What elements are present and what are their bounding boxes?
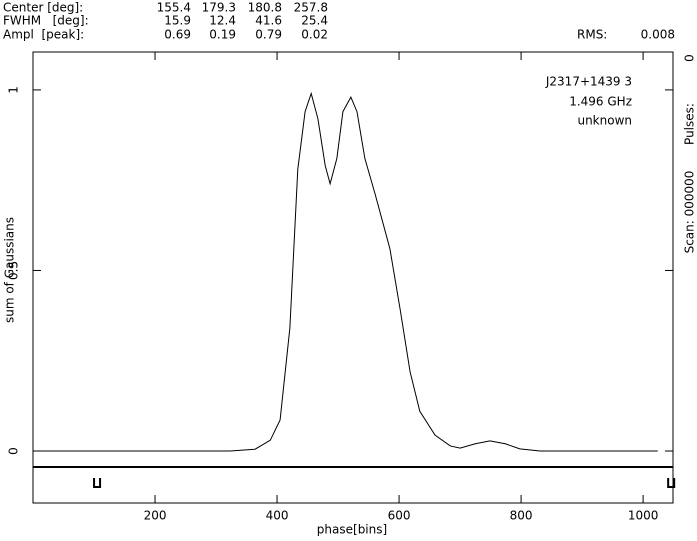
x-tick-label: 800 xyxy=(510,509,533,523)
y-tick-label: 0 xyxy=(7,447,21,455)
rms-label: RMS: xyxy=(577,28,607,42)
side-label: 0 xyxy=(683,54,697,62)
table-label: Ampl [peak]: xyxy=(3,28,84,42)
table-value: 179.3 xyxy=(202,1,236,15)
y-tick-label: 0.5 xyxy=(7,261,21,280)
baseline-marker xyxy=(667,478,676,488)
table-value: 257.8 xyxy=(294,1,328,15)
table-value: 0.19 xyxy=(209,28,236,42)
side-label: Pulses: xyxy=(683,103,697,145)
table-value: 0.02 xyxy=(301,28,328,42)
annotation: 1.496 GHz xyxy=(569,95,632,109)
rms-value: 0.008 xyxy=(641,28,675,42)
table-value: 180.8 xyxy=(248,1,282,15)
x-tick-label: 200 xyxy=(144,509,167,523)
table-value: 0.69 xyxy=(164,28,191,42)
table-value: 12.4 xyxy=(209,14,236,28)
x-tick-label: 600 xyxy=(388,509,411,523)
table-value: 25.4 xyxy=(301,14,328,28)
profile-line xyxy=(33,91,658,452)
annotation: unknown xyxy=(577,114,632,128)
y-axis-label: sum of Gaussians xyxy=(3,217,17,323)
x-tick-label: 400 xyxy=(266,509,289,523)
plot-frame xyxy=(32,51,674,504)
x-axis-label: phase[bins] xyxy=(317,523,387,537)
baseline-marker xyxy=(93,478,102,488)
table-label: FWHM [deg]: xyxy=(3,14,89,28)
x-tick-label: 1000 xyxy=(628,509,659,523)
y-tick-label: 1 xyxy=(7,86,21,94)
table-label: Center [deg]: xyxy=(3,1,83,15)
table-value: 0.79 xyxy=(255,28,282,42)
table-value: 41.6 xyxy=(255,14,282,28)
table-value: 155.4 xyxy=(157,1,191,15)
annotation: J2317+1439 3 xyxy=(545,75,632,89)
table-value: 15.9 xyxy=(164,14,191,28)
side-label: Scan: 000000 xyxy=(683,171,697,254)
